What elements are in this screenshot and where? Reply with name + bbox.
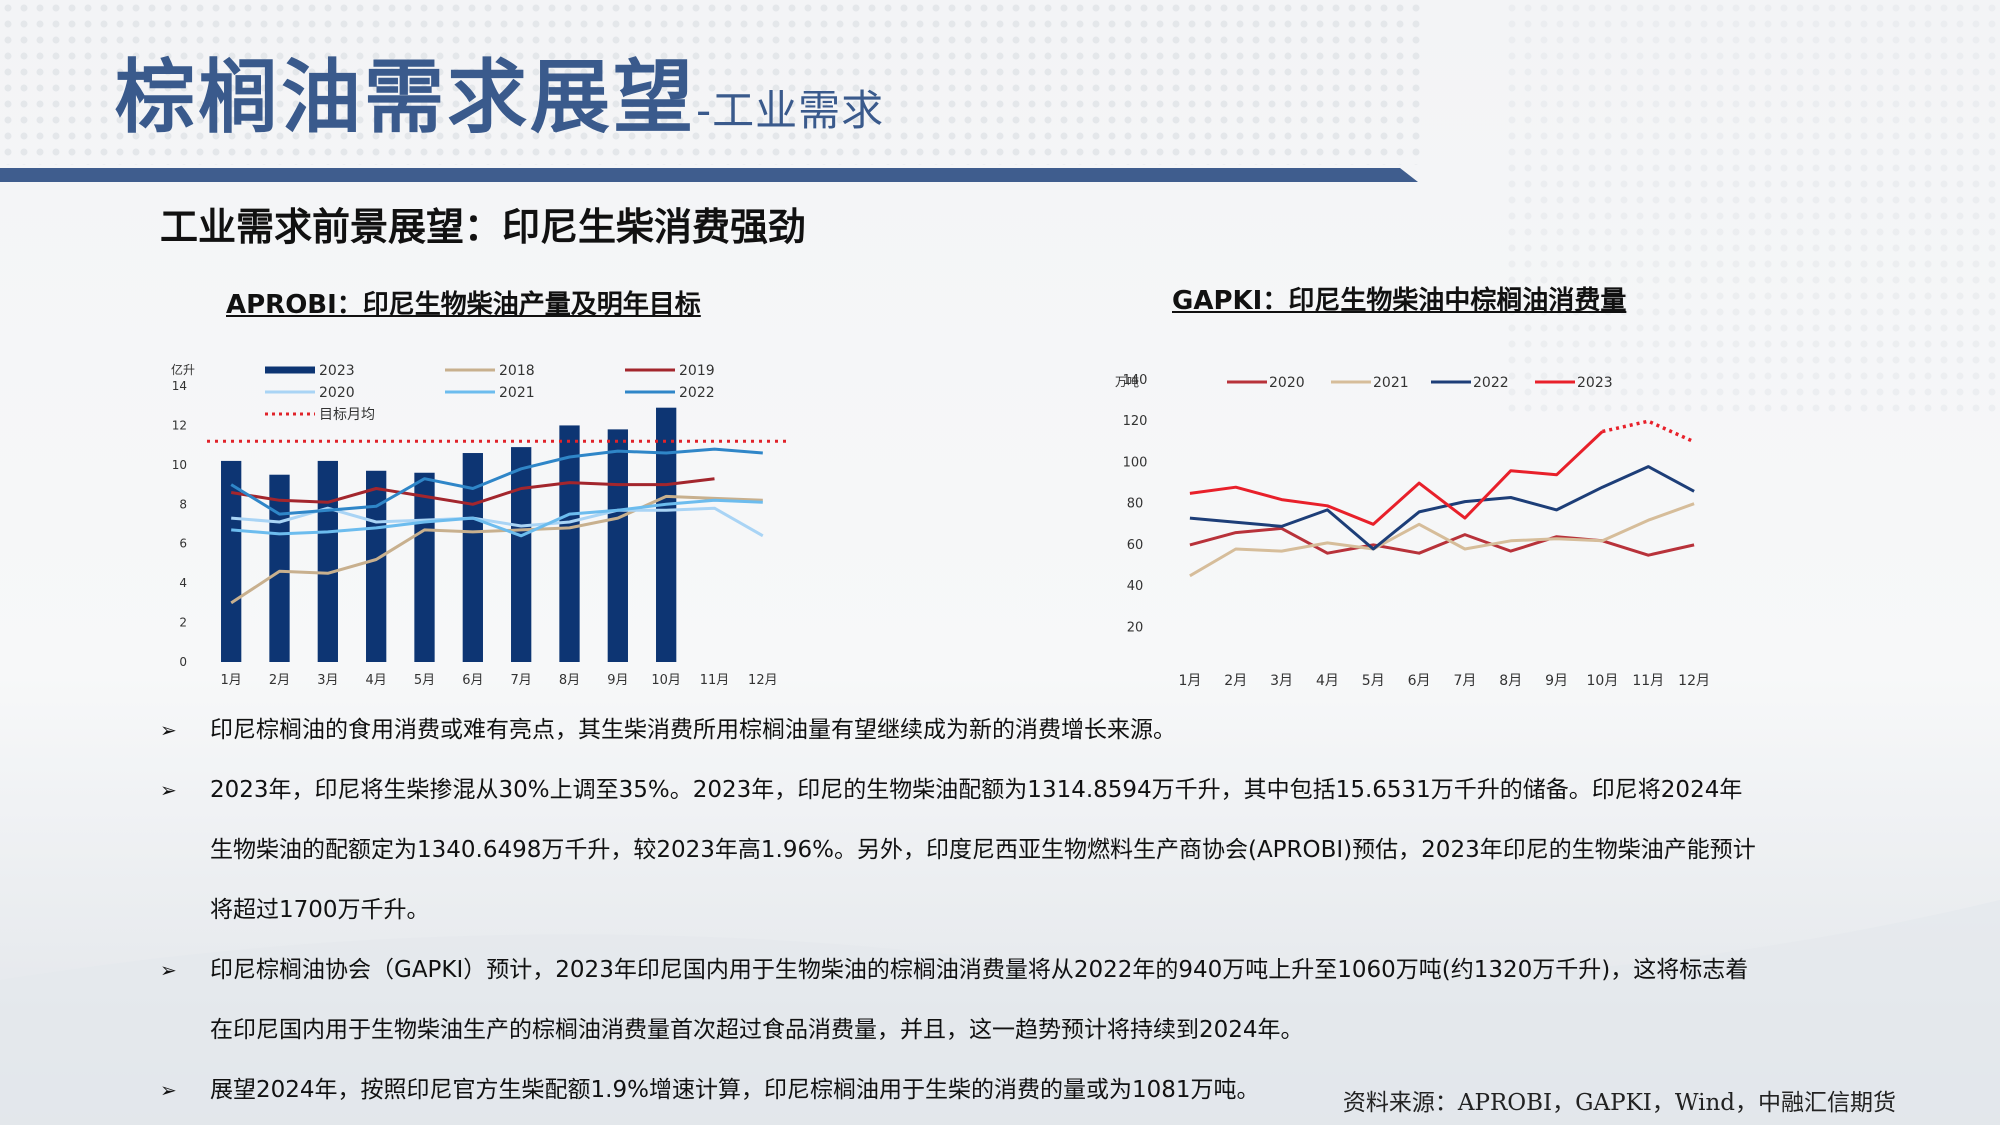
chart1-legend-label: 2019 <box>679 363 715 379</box>
chart1-y-tick: 2 <box>179 616 187 630</box>
bullet-list: ➢ 印尼棕榈油的食用消费或难有亮点，其生柴消费所用棕榈油量有望继续成为新的消费增长… <box>160 700 1760 1120</box>
bullet-marker: ➢ <box>160 1078 177 1102</box>
bullet-text: 印尼棕榈油的食用消费或难有亮点，其生柴消费所用棕榈油量有望继续成为新的消费增长来… <box>210 717 1176 743</box>
chart1-bar-2023 <box>607 429 628 662</box>
chart1-line-2019 <box>230 477 715 506</box>
chart2-x-tick: 12月 <box>1678 673 1710 689</box>
chart1-y-tick: 14 <box>172 379 187 393</box>
chart1-x-tick: 9月 <box>607 673 628 688</box>
chart1-y-tick: 10 <box>172 458 187 472</box>
bullet-marker: ➢ <box>160 778 177 802</box>
chart2-y-tick: 140 <box>1123 373 1148 388</box>
chart1-bar-2023 <box>559 425 580 662</box>
header-band <box>0 168 1418 182</box>
chart1-x-tick: 2月 <box>269 673 290 688</box>
chart1-legend-label: 2018 <box>499 363 535 379</box>
chart2-x-tick: 4月 <box>1316 673 1339 689</box>
chart2-x-tick: 11月 <box>1632 673 1664 689</box>
chart2-legend-label: 2020 <box>1269 375 1305 391</box>
chart2-x-tick: 8月 <box>1499 673 1522 689</box>
chart1-x-tick: 7月 <box>511 673 532 688</box>
chart2-x-tick: 6月 <box>1408 673 1431 689</box>
bullet-marker: ➢ <box>160 718 177 742</box>
chart1-bar-2023 <box>317 460 338 662</box>
aprobi-chart: 亿升 0 2 4 6 8 10 12 14 1月 2月 3月 4月 5月 6月 7月 8月 9月 10月 11月 12月… <box>171 362 787 688</box>
chart1-bar-2023 <box>221 460 242 662</box>
chart2-legend-label: 2022 <box>1473 375 1509 391</box>
chart2-line-2021 <box>1189 502 1695 578</box>
bullet-item: ➢ 印尼棕榈油协会（GAPKI）预计，2023年印尼国内用于生物柴油的棕榈油消费量… <box>160 940 1760 1060</box>
bullet-item: ➢ 2023年，印尼将生柴掺混从30%上调至35%。2023年，印尼的生物柴油配额… <box>160 760 1760 940</box>
chart1-legend-label: 目标月均 <box>319 407 375 423</box>
chart1-legend-label: 2021 <box>499 385 535 401</box>
chart1-legend-label: 2022 <box>679 385 715 401</box>
bullet-item: ➢ 印尼棕榈油的食用消费或难有亮点，其生柴消费所用棕榈油量有望继续成为新的消费增长… <box>160 700 1760 760</box>
gapki-chart: 万吨 20 40 60 80 100 120 140 1月 2月 3月 4月 5月 6月 7月 8月 9月 10月… <box>1115 373 1710 689</box>
chart1-x-tick: 10月 <box>651 673 681 688</box>
chart2-x-tick: 5月 <box>1362 673 1385 689</box>
chart1-x-tick: 8月 <box>559 673 580 688</box>
chart2-line-2023 <box>1189 430 1604 526</box>
page-title-sub: -工业需求 <box>696 86 885 135</box>
chart1-bar-2023 <box>656 407 677 662</box>
chart2-y-tick: 80 <box>1127 497 1144 512</box>
chart2-unit-label: 万吨 <box>1115 375 1139 389</box>
chart1-legend-label: 2023 <box>319 363 355 379</box>
chart2-y-tick: 100 <box>1123 455 1148 470</box>
chart1-x-tick: 6月 <box>462 673 483 688</box>
chart1-y-tick: 0 <box>179 655 187 669</box>
chart1-x-tick: 4月 <box>366 673 387 688</box>
chart2-y-tick: 60 <box>1127 538 1144 553</box>
chart2-y-tick: 20 <box>1127 620 1144 635</box>
chart2-legend-label: 2023 <box>1577 375 1613 391</box>
chart1-y-tick: 6 <box>179 537 187 551</box>
chart1-y-tick: 12 <box>172 418 187 432</box>
chart2-x-tick: 1月 <box>1178 673 1201 689</box>
chart1-x-tick: 5月 <box>414 673 435 688</box>
chart2-x-tick: 10月 <box>1587 673 1619 689</box>
chart1-line-2022 <box>230 447 763 516</box>
chart1-x-tick: 3月 <box>317 673 338 688</box>
chart1-y-tick: 8 <box>179 497 187 511</box>
chart1-y-tick: 4 <box>179 576 187 590</box>
chart2-line-2020 <box>1189 526 1695 557</box>
chart2-y-tick: 120 <box>1123 414 1148 429</box>
page-title-main: 棕榈油需求展望 <box>115 51 696 144</box>
chart1-line-2021 <box>231 498 763 538</box>
chart2-x-tick: 3月 <box>1270 673 1293 689</box>
chart1-bar-2023 <box>414 472 435 662</box>
chart1-unit-label: 亿升 <box>171 362 195 377</box>
chart1-bar-2023 <box>462 453 483 662</box>
bullet-item: ➢ 展望2024年，按照印尼官方生柴配额1.9%增速计算，印尼棕榈油用于生柴的消费… <box>160 1060 1760 1120</box>
chart1-x-tick: 11月 <box>700 673 730 688</box>
bullet-marker: ➢ <box>160 958 177 982</box>
bullet-text: 展望2024年，按照印尼官方生柴配额1.9%增速计算，印尼棕榈油用于生柴的消费的… <box>210 1077 1260 1103</box>
page-title: 棕榈油需求展望-工业需求 <box>115 58 884 138</box>
chart1-line-2018 <box>230 494 763 605</box>
section-subtitle: 工业需求前景展望：印尼生柴消费强劲 <box>160 205 807 249</box>
chart1-bar-2023 <box>511 447 532 662</box>
chart1-bar-2023 <box>269 474 290 662</box>
chart1-x-tick: 1月 <box>221 673 242 688</box>
chart2-title: GAPKI：印尼生物柴油中棕榈油消费量 <box>1172 286 1627 316</box>
chart1-title: APROBI：印尼生物柴油产量及明年目标 <box>226 290 701 320</box>
chart1-bar-2023 <box>366 470 387 662</box>
chart2-legend-label: 2021 <box>1373 375 1409 391</box>
chart2-x-tick: 9月 <box>1545 673 1568 689</box>
chart2-line-2023-dotted <box>1602 419 1695 444</box>
chart2-x-tick: 2月 <box>1224 673 1247 689</box>
chart1-legend-label: 2020 <box>319 385 355 401</box>
chart2-line-2022 <box>1189 465 1695 551</box>
chart2-x-tick: 7月 <box>1453 673 1476 689</box>
bullet-text: 2023年，印尼将生柴掺混从30%上调至35%。2023年，印尼的生物柴油配额为… <box>210 777 1756 923</box>
chart2-y-tick: 40 <box>1127 579 1144 594</box>
bullet-text: 印尼棕榈油协会（GAPKI）预计，2023年印尼国内用于生物柴油的棕榈油消费量将… <box>210 957 1749 1043</box>
source-note: 资料来源：APROBI，GAPKI，Wind，中融汇信期货 <box>1342 1090 1896 1116</box>
chart1-x-tick: 12月 <box>748 673 778 688</box>
